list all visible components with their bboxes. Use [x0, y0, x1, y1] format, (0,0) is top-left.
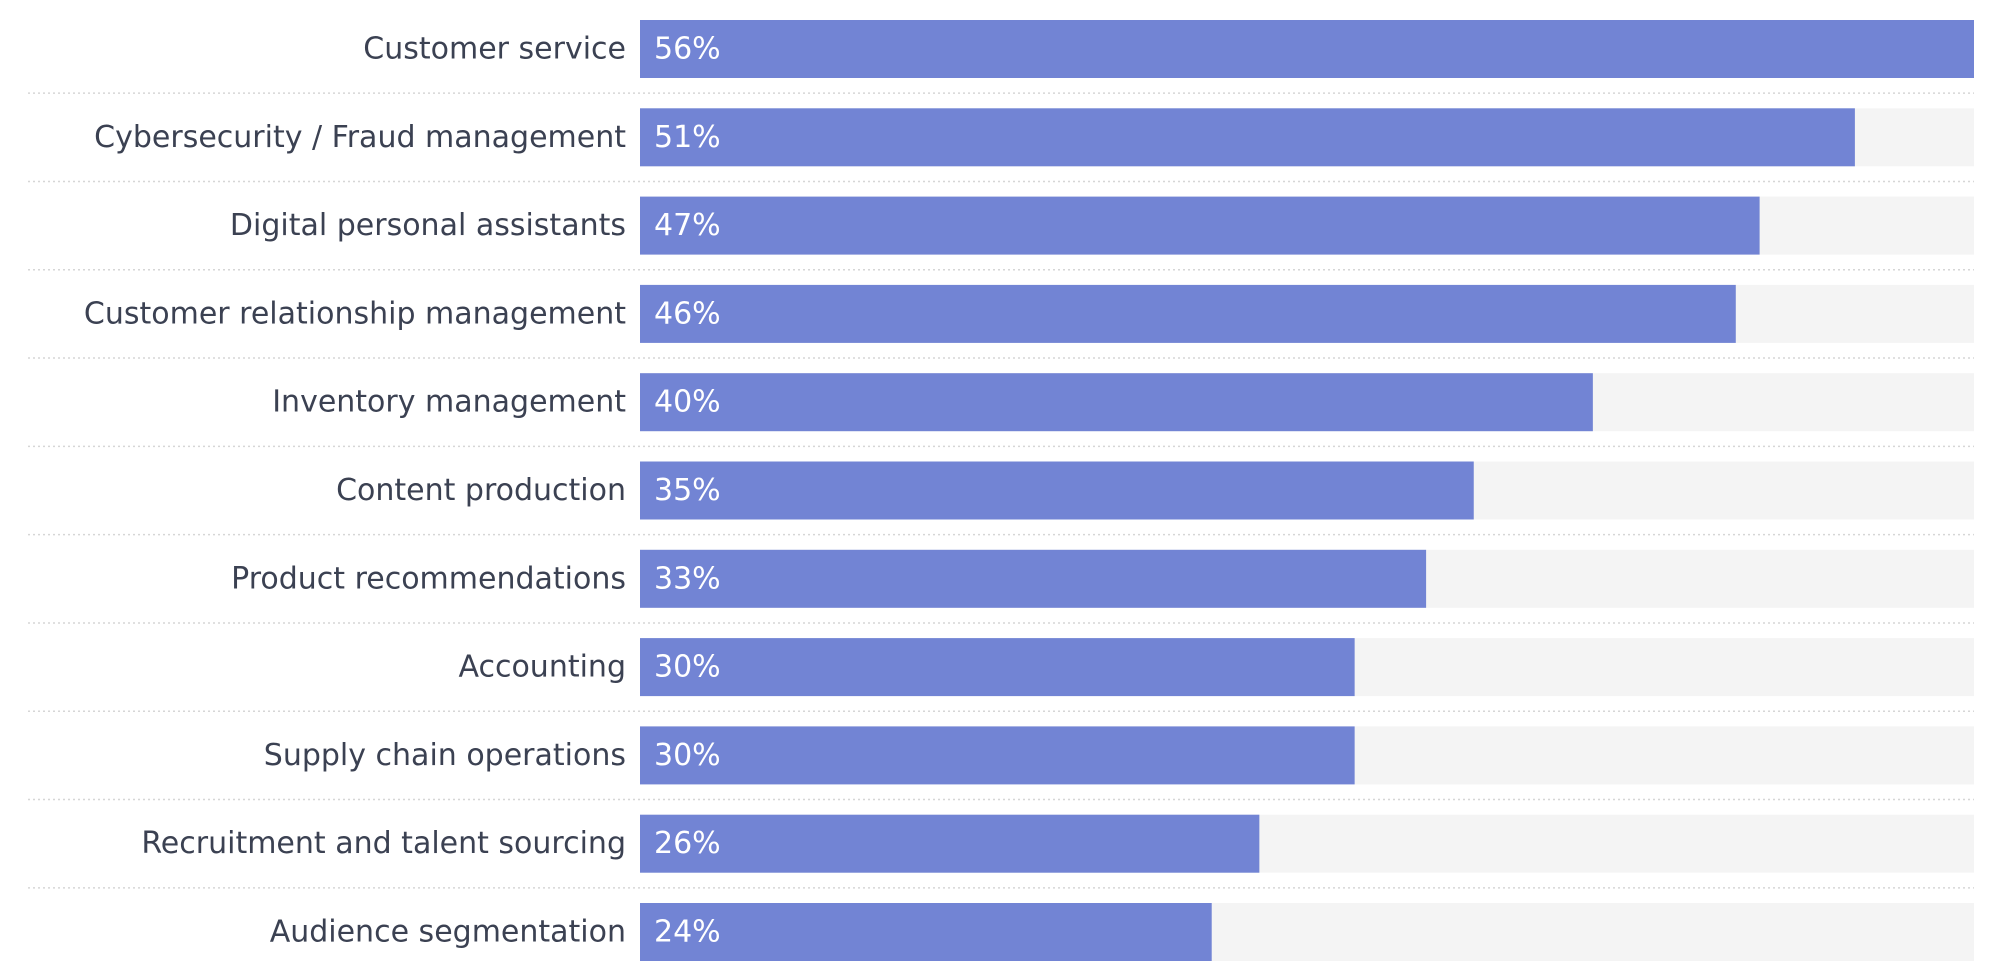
value-label: 40%: [654, 385, 721, 420]
value-label: 47%: [654, 208, 721, 243]
value-label: 51%: [654, 120, 721, 155]
bar: [640, 373, 1593, 432]
value-label: 30%: [654, 650, 721, 685]
value-label: 46%: [654, 296, 721, 331]
bar: [640, 549, 1427, 608]
value-label: 26%: [654, 826, 721, 861]
value-label: 35%: [654, 473, 721, 508]
bar: [640, 284, 1736, 343]
value-label: 30%: [654, 738, 721, 773]
bar: [640, 196, 1760, 255]
bar: [640, 108, 1855, 167]
value-label: 56%: [654, 32, 721, 67]
category-label: Digital personal assistants: [230, 208, 626, 243]
bar: [640, 638, 1355, 697]
value-label: 33%: [654, 561, 721, 596]
category-label: Inventory management: [272, 385, 626, 420]
category-label: Content production: [336, 473, 626, 508]
bar: [640, 903, 1212, 961]
category-label: Customer relationship management: [84, 296, 626, 331]
category-label: Cybersecurity / Fraud management: [94, 120, 626, 155]
category-label: Audience segmentation: [270, 915, 626, 950]
bar: [640, 461, 1474, 520]
category-label: Customer service: [363, 32, 626, 67]
bar: [640, 20, 1974, 78]
category-label: Supply chain operations: [264, 738, 626, 773]
category-label: Product recommendations: [231, 561, 626, 596]
category-label: Recruitment and talent sourcing: [141, 826, 626, 861]
value-label: 24%: [654, 915, 721, 950]
bar: [640, 726, 1355, 785]
bar: [640, 814, 1260, 873]
category-label: Accounting: [458, 650, 626, 685]
